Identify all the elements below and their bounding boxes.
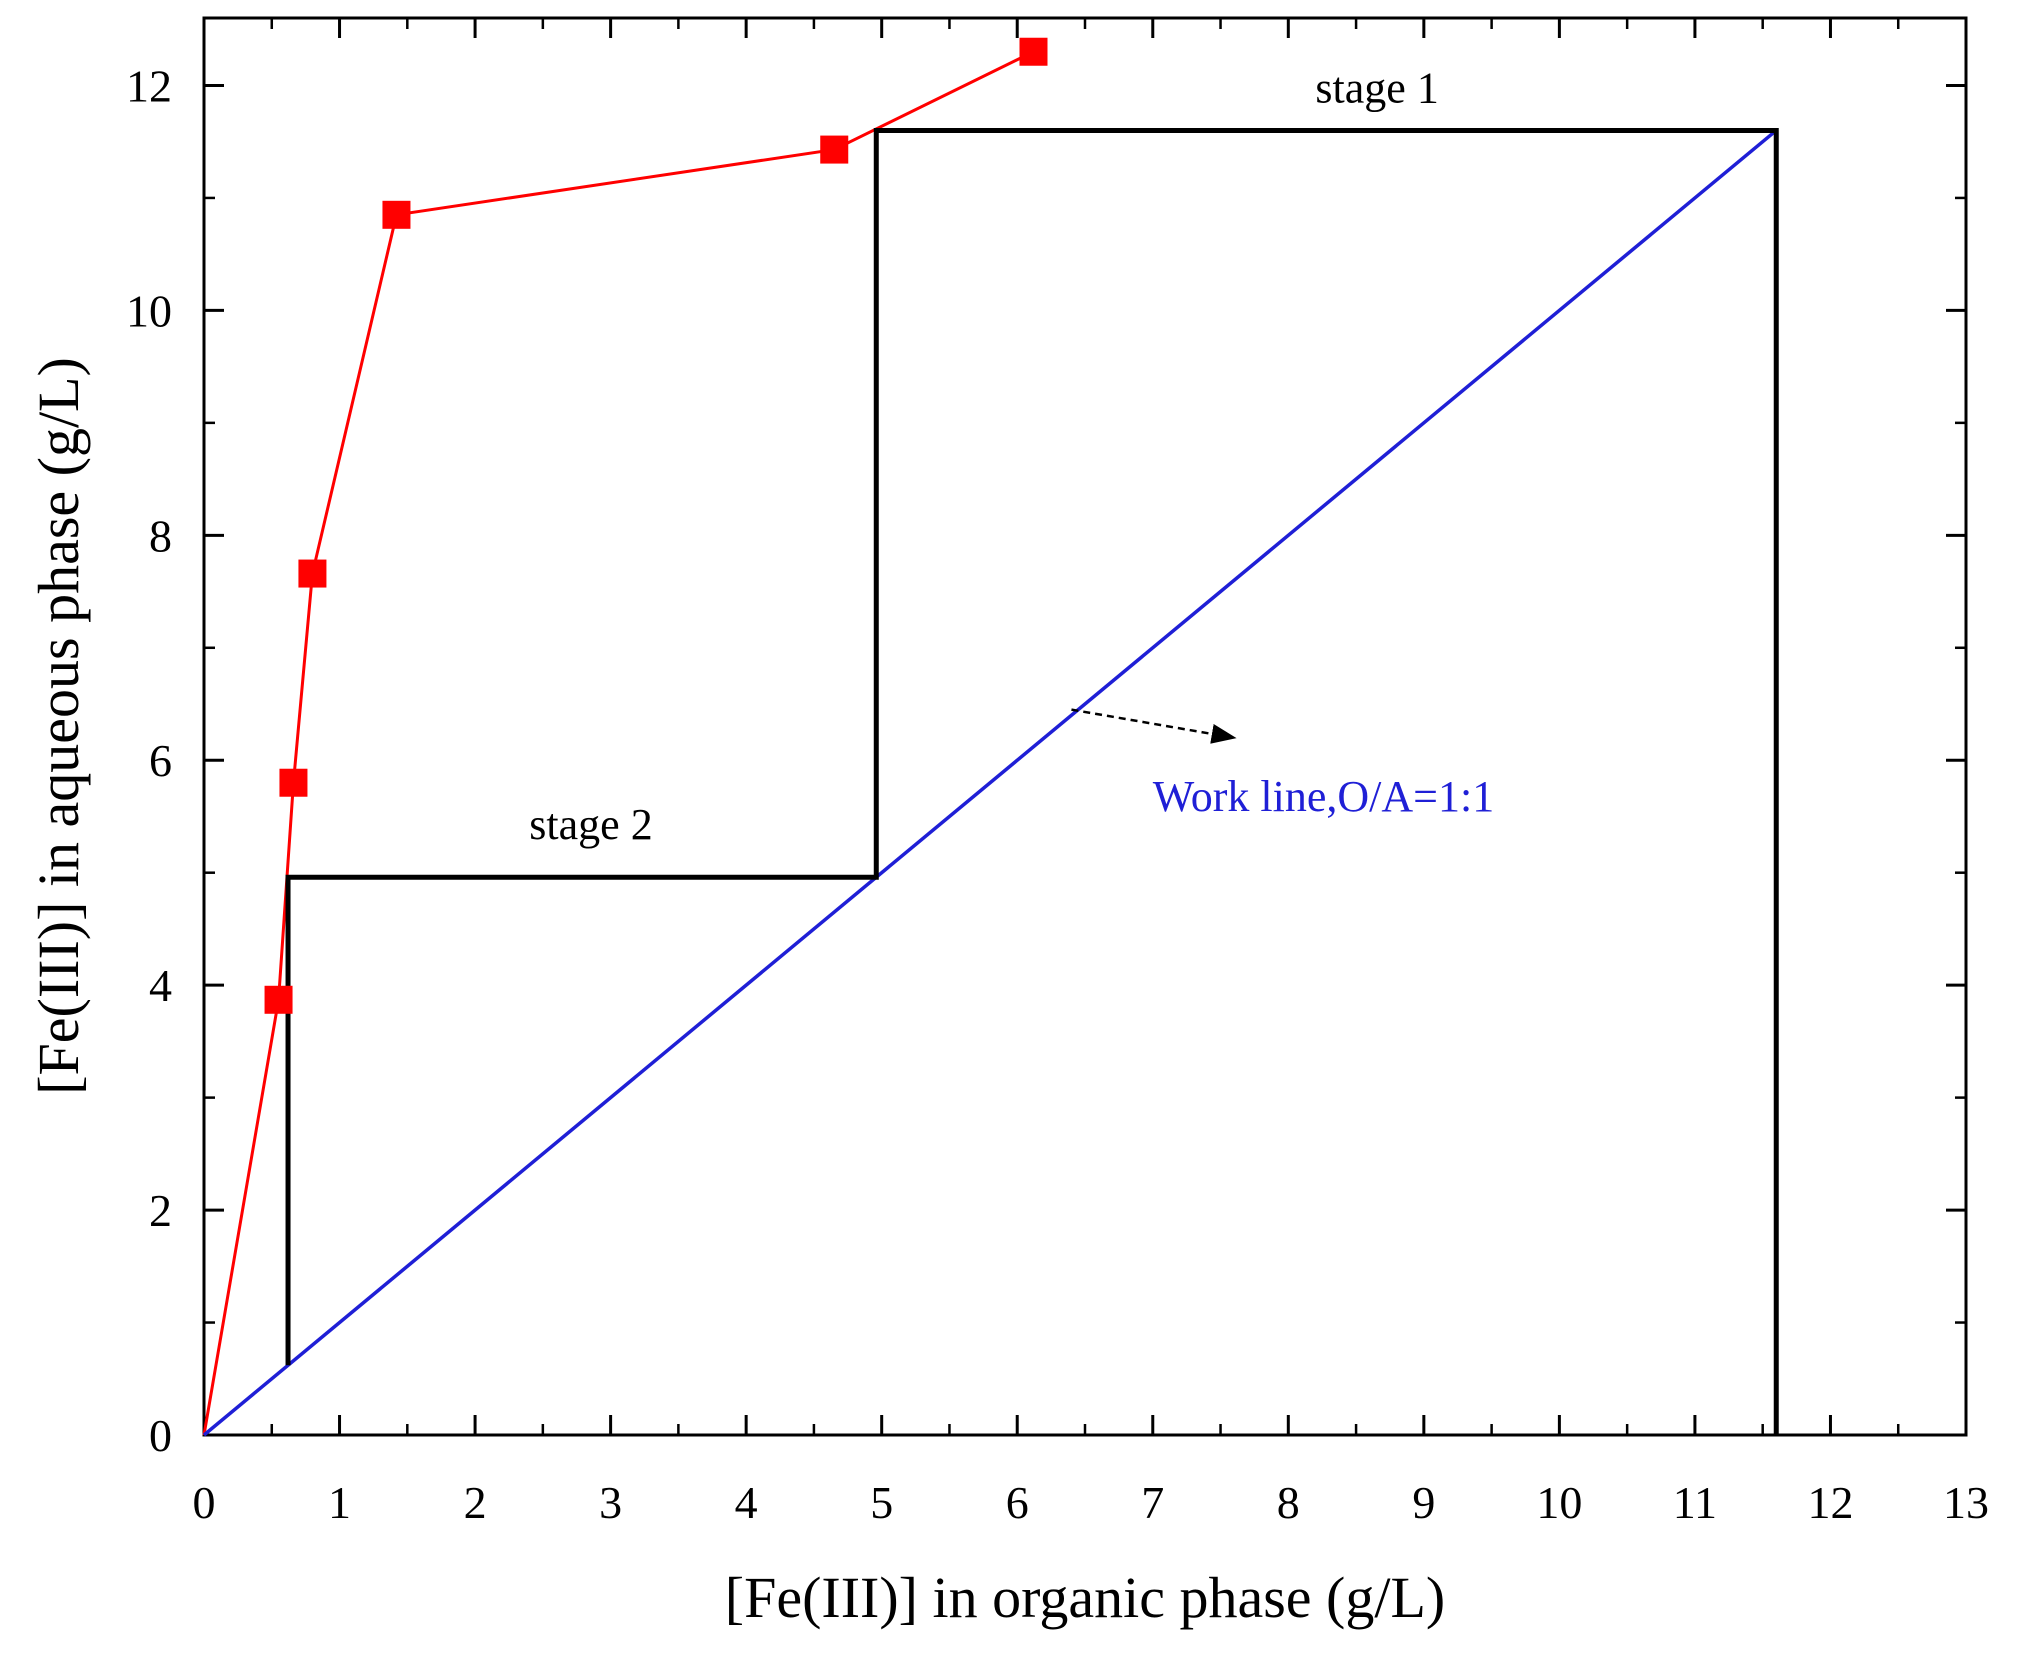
y-tick-label: 0 — [149, 1410, 172, 1461]
x-tick-label: 0 — [193, 1477, 216, 1528]
x-tick-label: 3 — [599, 1477, 622, 1528]
data-point — [298, 559, 327, 588]
x-tick-label: 4 — [735, 1477, 758, 1528]
plot-frame — [202, 16, 1968, 1437]
x-tick-label: 9 — [1412, 1477, 1435, 1528]
annotation-label: Work line,O/A=1:1 — [1153, 772, 1494, 821]
data-point — [264, 985, 293, 1014]
annotations: stage 1 stage 2 Work line,O/A=1:1 — [529, 63, 1494, 849]
data-point — [820, 135, 849, 164]
x-axis-title: [Fe(III)] in organic phase (g/L) — [725, 1565, 1445, 1630]
equilibrium-line — [202, 50, 1035, 1436]
work-line — [202, 129, 1778, 1437]
data-point — [382, 200, 411, 229]
x-tick-label: 12 — [1807, 1477, 1853, 1528]
x-tick-label: 6 — [1006, 1477, 1029, 1528]
y-tick-label: 2 — [149, 1185, 172, 1236]
y-tick-label: 6 — [149, 735, 172, 786]
data-point — [279, 768, 308, 797]
stage-steps — [285, 127, 1779, 1435]
y-tick-label: 8 — [149, 510, 172, 561]
series-group — [202, 37, 1779, 1437]
x-tick-label: 8 — [1277, 1477, 1300, 1528]
x-tick-label: 1 — [328, 1477, 351, 1528]
y-tick-label: 4 — [149, 960, 172, 1011]
axis-ticks — [202, 18, 1968, 1437]
y-tick-labels: 0 2 4 6 8 10 12 — [126, 60, 172, 1461]
data-point — [1019, 37, 1048, 66]
x-tick-label: 10 — [1536, 1477, 1582, 1528]
y-tick-label: 10 — [126, 285, 172, 336]
y-tick-label: 12 — [126, 60, 172, 111]
x-tick-label: 2 — [464, 1477, 487, 1528]
x-tick-label: 11 — [1673, 1477, 1717, 1528]
x-tick-labels: 0 1 2 3 4 5 6 7 8 9 10 11 12 13 — [193, 1477, 1990, 1528]
x-tick-label: 5 — [870, 1477, 893, 1528]
y-axis-title: [Fe(III)] in aqueous phase (g/L) — [26, 357, 91, 1095]
annotation-arrow — [1071, 708, 1237, 744]
annotation-label: stage 2 — [529, 800, 652, 849]
x-tick-label: 13 — [1943, 1477, 1989, 1528]
annotation-label: stage 1 — [1315, 63, 1438, 112]
x-tick-label: 7 — [1141, 1477, 1164, 1528]
